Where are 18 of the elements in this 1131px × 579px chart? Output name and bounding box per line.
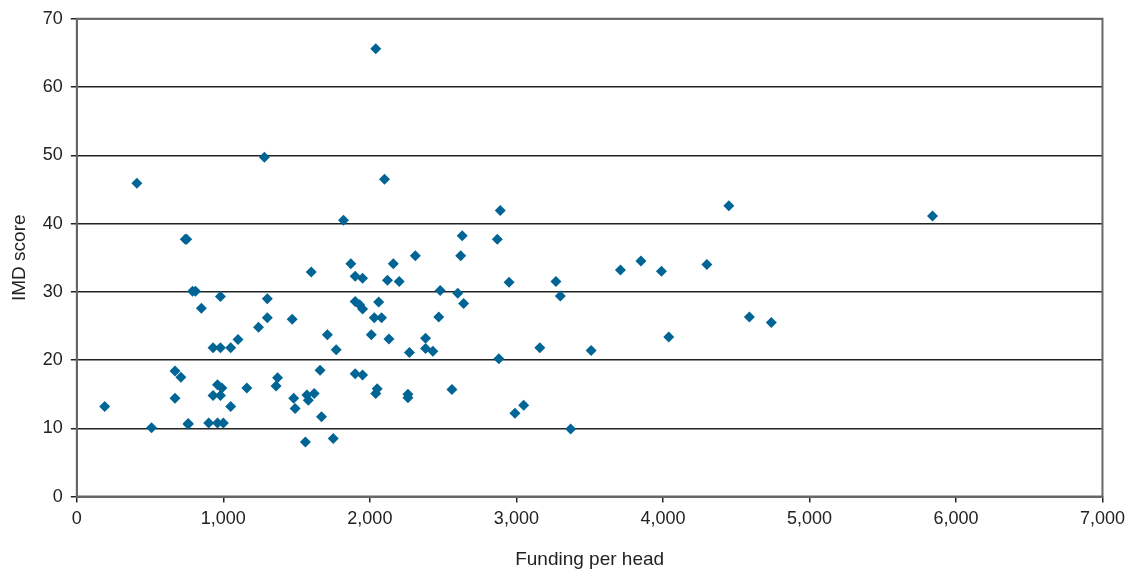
y-tick-label: 60 bbox=[42, 76, 63, 97]
x-tick-label: 5,000 bbox=[786, 508, 832, 529]
x-tick-label: 2,000 bbox=[347, 508, 393, 529]
x-tick-label: 1,000 bbox=[200, 508, 246, 529]
x-tick-label: 6,000 bbox=[933, 508, 979, 529]
y-tick-label: 20 bbox=[42, 349, 63, 370]
x-axis-title: Funding per head bbox=[515, 547, 665, 569]
y-tick-label: 40 bbox=[42, 212, 63, 233]
y-tick-label: 70 bbox=[42, 7, 63, 28]
x-tick-label: 3,000 bbox=[493, 508, 539, 529]
y-tick-label: 0 bbox=[52, 485, 63, 506]
x-tick-label: 4,000 bbox=[640, 508, 686, 529]
y-tick-label: 50 bbox=[42, 144, 63, 165]
y-tick-label: 30 bbox=[42, 280, 63, 301]
x-tick-label: 0 bbox=[71, 508, 82, 529]
y-tick-label: 10 bbox=[42, 417, 63, 438]
x-tick-label: 7,000 bbox=[1079, 508, 1125, 529]
y-axis-title: IMD score bbox=[7, 214, 29, 301]
